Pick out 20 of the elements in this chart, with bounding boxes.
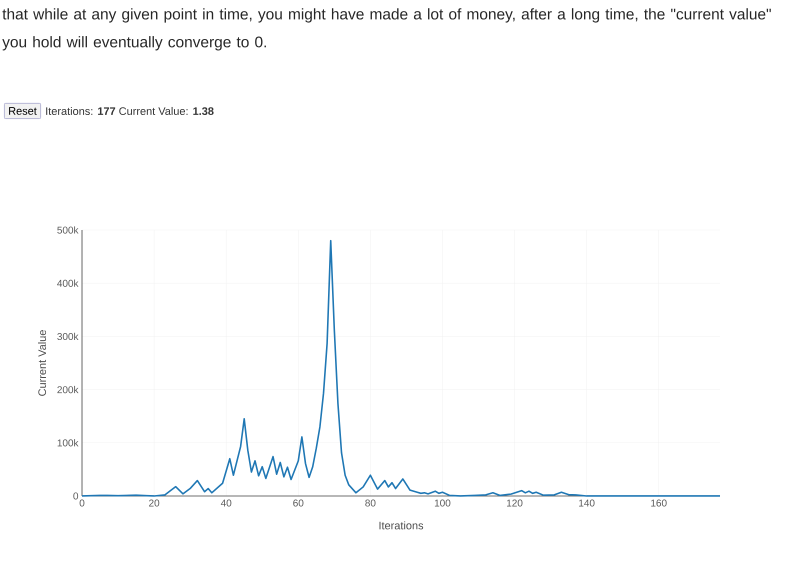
x-tick-label: 60 [293, 500, 304, 507]
text: Iterations: 177 Current Value: 1.38 [46, 106, 214, 116]
y-tick-label: 100k [58, 439, 78, 446]
x-tick-label: 40 [220, 500, 232, 507]
y-axis-title: Current Value [38, 330, 46, 396]
text: Reset [9, 107, 37, 115]
y-tick-label: 400k [57, 280, 78, 287]
x-tick-label: 80 [365, 500, 376, 507]
x-tick-label: 160 [651, 500, 667, 507]
x-tick-label: 140 [579, 500, 595, 507]
y-tick-label: 200k [57, 386, 78, 394]
y-tick-label: 0 [73, 492, 78, 500]
chart-title: that while at any given point in time, you might have made a lot of money, after a long time, the "current value" you hold will eventually converge to 0. [2, 8, 771, 50]
x-tick-label: 100 [434, 500, 450, 507]
y-tick-label: 300k [57, 332, 78, 340]
x-tick-label: 120 [507, 500, 522, 507]
x-tick-label: 20 [149, 500, 160, 507]
x-axis-title: Iterations [379, 521, 424, 530]
x-tick-label: 0 [80, 500, 84, 507]
y-tick-label: 500k [57, 226, 78, 234]
